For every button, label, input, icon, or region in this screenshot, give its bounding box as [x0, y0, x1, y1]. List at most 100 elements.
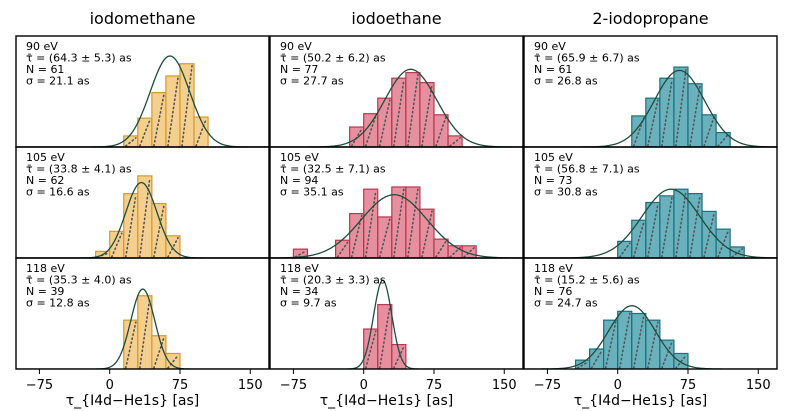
panel-iodoethane-90eV: 90 eVτ̄ = (50.2 ± 6.2) asN = 77σ = 27.7 … — [269, 35, 524, 148]
sample-dots — [632, 314, 645, 369]
x-tick-label: 75 — [172, 378, 189, 393]
sigma-label: σ = 24.7 as — [534, 297, 598, 310]
sample-dots — [421, 83, 433, 147]
sample-dots — [407, 73, 419, 147]
sample-dots — [703, 212, 715, 258]
sample-dots — [393, 79, 405, 147]
x-tick-label: 150 — [238, 378, 263, 393]
sample-dots — [124, 321, 137, 369]
sample-dots — [647, 203, 659, 258]
panel-iodomethane-118eV: 118 eVτ̄ = (35.3 ± 4.0) asN = 39σ = 12.8… — [15, 257, 270, 370]
sample-count-label: N = 62 — [26, 174, 64, 187]
sample-dots — [167, 77, 179, 147]
sample-count-label: N = 73 — [534, 174, 572, 187]
sample-dots — [407, 188, 419, 258]
x-tick-label: −75 — [280, 378, 307, 393]
mean-delay-label: τ̄ = (56.8 ± 7.1) as — [534, 163, 640, 176]
histogram-bar — [433, 114, 449, 147]
x-axis-label: τ_{I4d−He1s} [as] — [574, 393, 708, 409]
sample-count-label: N = 77 — [280, 63, 318, 76]
sample-dots — [675, 190, 687, 258]
panel-iodomethane-90eV: 90 eVτ̄ = (64.3 ± 5.3) asN = 61σ = 21.1 … — [15, 35, 270, 148]
sigma-label: σ = 21.1 as — [26, 75, 90, 88]
sample-dots — [576, 361, 589, 369]
mean-delay-label: τ̄ = (32.5 ± 7.1) as — [280, 163, 386, 176]
gaussian-fit-curve — [16, 55, 269, 147]
x-tick-label: 150 — [746, 378, 771, 393]
mean-delay-label: τ̄ = (64.3 ± 5.3) as — [26, 52, 132, 65]
x-tick-label: −75 — [534, 378, 561, 393]
sample-dots — [364, 114, 377, 147]
sample-dots — [647, 99, 659, 147]
mean-delay-label: τ̄ = (20.3 ± 3.3) as — [280, 274, 386, 287]
histogram-grid: 90 eVτ̄ = (64.3 ± 5.3) asN = 61σ = 21.1 … — [15, 35, 778, 370]
sample-dots — [661, 341, 673, 369]
energy-label: 90 eV — [26, 40, 58, 53]
sample-count-label: N = 34 — [280, 285, 318, 298]
sample-dots — [167, 354, 179, 369]
histogram-bar — [179, 63, 195, 147]
histogram-bar — [645, 201, 661, 258]
sample-dots — [378, 218, 391, 258]
panel-iodomethane-105eV: 105 eVτ̄ = (33.8 ± 4.1) asN = 62σ = 16.6… — [15, 146, 270, 259]
energy-label: 105 eV — [26, 151, 65, 164]
sample-dots — [153, 336, 165, 369]
sigma-label: σ = 35.1 as — [280, 186, 344, 199]
sample-dots — [393, 345, 405, 369]
sample-dots — [618, 242, 631, 258]
sample-dots — [421, 210, 433, 258]
sample-dots — [294, 250, 307, 258]
panel-frame — [269, 257, 524, 370]
panel-iodoethane-118eV: 118 eVτ̄ = (20.3 ± 3.3) asN = 34σ = 9.7 … — [269, 257, 524, 370]
sample-dots — [139, 119, 151, 147]
panel-2-iodopropane-90eV: 90 eVτ̄ = (65.9 ± 6.7) asN = 61σ = 26.8 … — [523, 35, 778, 148]
x-axis-label: τ_{I4d−He1s} [as] — [320, 393, 454, 409]
column-title-iodoethane: iodoethane — [351, 9, 441, 28]
sigma-label: σ = 16.6 as — [26, 186, 90, 199]
gaussian-fit-curve — [270, 279, 523, 369]
sample-dots — [350, 214, 363, 258]
sample-dots — [167, 237, 179, 258]
sample-dots — [124, 194, 137, 258]
histogram-bar — [123, 319, 139, 369]
gaussian-fit-curve — [270, 194, 523, 258]
histogram-bar — [645, 97, 661, 147]
column-titles: iodomethane iodoethane 2-iodopropane — [90, 9, 709, 28]
sample-dots — [689, 194, 701, 258]
sample-dots — [590, 350, 603, 369]
panel-2-iodopropane-118eV: 118 eVτ̄ = (15.2 ± 5.6) asN = 76σ = 24.7… — [523, 257, 778, 370]
panel-2-iodopropane-105eV: 105 eVτ̄ = (56.8 ± 7.1) asN = 73σ = 30.8… — [523, 146, 778, 259]
sample-dots — [364, 190, 377, 258]
x-axes: −75 0 75 150 τ_{I4d−He1s} [as] −75 0 75 150 τ_{I4… — [26, 369, 771, 409]
histogram-bar — [701, 114, 717, 147]
gaussian-fit-curve — [16, 181, 269, 258]
x-tick-label: 75 — [426, 378, 443, 393]
energy-label: 90 eV — [534, 40, 566, 53]
sample-dots — [181, 64, 193, 147]
sample-dots — [618, 312, 631, 369]
sample-dots — [153, 204, 165, 258]
sample-dots — [661, 197, 673, 258]
energy-label: 90 eV — [280, 40, 312, 53]
mean-delay-label: τ̄ = (33.8 ± 4.1) as — [26, 163, 132, 176]
sample-dots — [378, 305, 391, 369]
energy-label: 105 eV — [534, 151, 573, 164]
x-tick-label: 0 — [360, 378, 368, 393]
sample-dots — [336, 241, 349, 258]
energy-label: 118 eV — [534, 262, 573, 275]
histogram-bar — [405, 72, 421, 147]
column-title-2-iodopropane: 2-iodopropane — [592, 9, 708, 28]
sample-count-label: N = 39 — [26, 285, 64, 298]
histogram-bar — [617, 310, 633, 369]
sample-count-label: N = 61 — [26, 63, 64, 76]
sample-dots — [689, 84, 701, 147]
energy-label: 118 eV — [280, 262, 319, 275]
mean-delay-label: τ̄ = (35.3 ± 4.0) as — [26, 274, 132, 287]
histogram-bar — [377, 216, 393, 258]
sigma-label: σ = 12.8 as — [26, 297, 90, 310]
gaussian-fit-curve — [524, 69, 777, 147]
sample-dots — [675, 68, 687, 147]
mean-delay-label: τ̄ = (15.2 ± 5.6) as — [534, 274, 640, 287]
panel-frame — [15, 257, 270, 370]
